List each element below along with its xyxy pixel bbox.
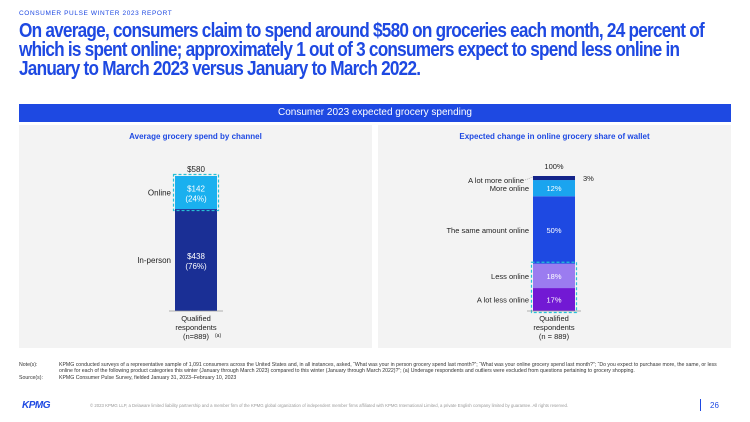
category-label-more-online: More online xyxy=(490,184,529,193)
bar-segment-in-person xyxy=(175,209,217,311)
data-label-a-lot-more-online: 3% xyxy=(583,174,594,183)
notes-row: Note(s): KPMG conducted surveys of a rep… xyxy=(19,362,731,375)
x-axis-label-line: (n=889) xyxy=(183,332,210,341)
right-chart-title: Expected change in online grocery share … xyxy=(459,132,650,141)
source-label: Source(s): xyxy=(19,374,43,381)
category-label-less-online: Less online xyxy=(491,272,529,281)
data-label-less-online: 18% xyxy=(546,272,561,281)
bar-segment-the-same-amount-online xyxy=(533,196,575,264)
legal-text: © 2023 KPMG LLP, a Delaware limited liab… xyxy=(90,403,569,408)
bar-segment-a-lot-more-online xyxy=(533,176,575,181)
leader-line-a-lot-more-online xyxy=(524,176,534,181)
highlight-box xyxy=(172,173,220,212)
category-label-a-lot-more-online: A lot more online xyxy=(468,176,524,185)
source-text: KPMG Consumer Pulse Survey, fielded Janu… xyxy=(59,374,237,381)
report-tag: CONSUMER PULSE WINTER 2023 REPORT xyxy=(19,10,173,17)
footer: KPMG © 2023 KPMG LLP, a Delaware limited… xyxy=(0,392,750,422)
bar-segment-less-online xyxy=(533,263,575,289)
x-axis-label-line: (n = 889) xyxy=(539,332,570,341)
data-label-online-value: $142 xyxy=(187,185,205,194)
source-row: Source(s): KPMG Consumer Pulse Survey, f… xyxy=(19,375,731,381)
notes-label: Note(s): xyxy=(19,362,38,368)
right-chart-panel: Expected change in online grocery share … xyxy=(378,125,731,348)
notes-text: KPMG conducted surveys of a representati… xyxy=(59,362,717,375)
highlight-box xyxy=(530,261,578,314)
bar-segment-a-lot-less-online xyxy=(533,288,575,311)
bar-segment-more-online xyxy=(533,180,575,197)
category-label-the-same-amount-online: The same amount online xyxy=(446,226,529,235)
share-of-wallet-chart: 17% A lot less online 18% Less online 50% The… xyxy=(446,162,594,341)
section-banner: Consumer 2023 expected grocery spending xyxy=(19,104,731,122)
data-label-online-pct: (24%) xyxy=(185,195,207,204)
kpmg-logo: KPMG xyxy=(22,400,51,411)
bar-segment-online xyxy=(175,176,217,210)
footer-divider xyxy=(700,399,701,411)
spend-by-channel-chart: $438(76%) In-person $142(24%) Online $580 Qua… xyxy=(137,165,223,341)
data-label-more-online: 12% xyxy=(546,184,561,193)
left-chart-panel: Average grocery spend by channel $438 (76… xyxy=(19,125,372,348)
x-axis-label-superscript: (a) xyxy=(215,333,221,339)
notes-section: Note(s): KPMG conducted surveys of a rep… xyxy=(19,362,731,381)
x-axis-label-line: respondents xyxy=(175,323,217,332)
left-chart-title: Average grocery spend by channel xyxy=(129,132,262,141)
page-title: On average, consumers claim to spend aro… xyxy=(19,20,705,80)
page-number: 26 xyxy=(710,401,719,410)
data-label-in-person-pct: (76%) xyxy=(185,262,207,271)
x-axis-label-line: Qualified xyxy=(181,314,211,323)
data-label-the-same-amount-online: 50% xyxy=(546,226,561,235)
total-label: 100% xyxy=(544,162,564,171)
x-axis-label-line: Qualified xyxy=(539,314,569,323)
total-label: $580 xyxy=(187,165,205,174)
data-label-a-lot-less-online: 17% xyxy=(546,296,561,305)
x-axis-label-line: respondents xyxy=(533,323,575,332)
category-label-in-person: In-person xyxy=(137,256,171,265)
category-label-a-lot-less-online: A lot less online xyxy=(477,296,529,305)
category-label-online: Online xyxy=(148,189,172,198)
data-label-in-person-value: $438 xyxy=(187,252,205,261)
